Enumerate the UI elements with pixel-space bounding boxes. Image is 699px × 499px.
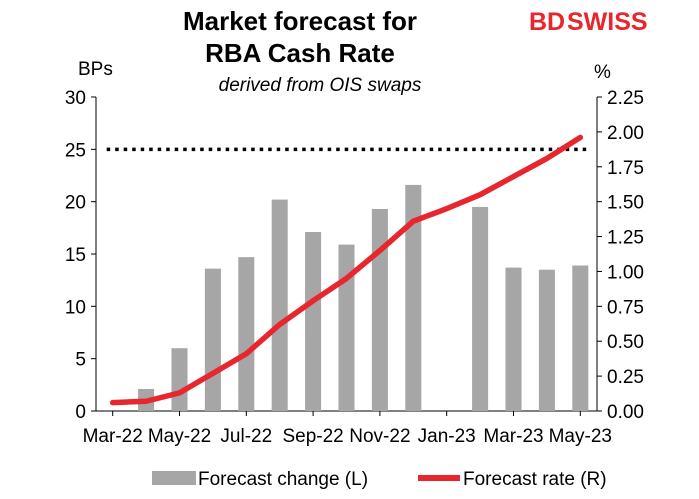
left-tick-label: 10: [65, 297, 86, 318]
right-tick-label: 1.00: [607, 262, 644, 283]
chart-title-line1: Market forecast for: [183, 6, 417, 36]
tick-labels-group: 0 5 10 15 20 25 30 0.00 0.25 0.50 0.75 1.00 1.25 1.50…: [65, 88, 644, 447]
bar-Mar-23: [505, 267, 522, 411]
x-tick-label: Jul-22: [220, 426, 272, 447]
left-tick-label: 30: [65, 88, 86, 109]
bar-Feb-23: [472, 206, 489, 411]
right-tick-label: 2.00: [607, 123, 644, 144]
right-tick-label: 1.25: [607, 228, 644, 249]
bars-group: [138, 184, 589, 411]
chart-title-line2: RBA Cash Rate: [205, 38, 395, 68]
brand-logo: BD SWISS: [529, 8, 648, 36]
right-axis-label: %: [594, 62, 611, 83]
brand-logo-bd: BD: [529, 8, 565, 36]
left-axis-label: BPs: [78, 59, 113, 80]
legend-swatch-forecast-change: [152, 471, 196, 485]
right-tick-label: 0.50: [607, 332, 644, 353]
line-group: [109, 134, 584, 406]
legend-label-forecast-change: Forecast change (L): [198, 469, 368, 490]
right-tick-label: 1.75: [607, 158, 644, 179]
x-tick-label: May-23: [549, 426, 612, 447]
right-tick-label: 2.25: [607, 88, 644, 109]
brand-logo-swiss: SWISS: [567, 8, 648, 36]
x-tick-label: Jan-23: [418, 426, 476, 447]
legend: Forecast change (L) Forecast rate (R): [152, 469, 607, 490]
bar-May-23: [572, 265, 589, 411]
chart-subtitle: derived from OIS swaps: [219, 75, 422, 96]
bar-Apr-23: [538, 269, 555, 411]
left-tick-label: 20: [65, 193, 86, 214]
x-tick-label: May-22: [148, 426, 211, 447]
bar-Dec-22: [405, 184, 422, 411]
bar-Sep-22: [305, 232, 322, 411]
x-tick-label: Nov-22: [349, 426, 410, 447]
left-tick-label: 25: [65, 140, 86, 161]
x-tick-label: Mar-22: [83, 426, 143, 447]
bar-Oct-22: [338, 244, 355, 411]
right-tick-label: 0.75: [607, 297, 644, 318]
bar-Nov-22: [371, 208, 388, 411]
left-tick-label: 5: [75, 350, 86, 371]
bar-Aug-22: [271, 199, 288, 411]
x-tick-label: Mar-23: [483, 426, 543, 447]
right-tick-label: 1.50: [607, 193, 644, 214]
legend-label-forecast-rate: Forecast rate (R): [463, 469, 607, 490]
right-tick-label: 0.25: [607, 367, 644, 388]
left-tick-label: 15: [65, 245, 86, 266]
x-tick-label: Sep-22: [282, 426, 343, 447]
bar-May-22: [171, 348, 188, 411]
left-tick-label: 0: [75, 402, 86, 423]
bar-Jul-22: [238, 257, 255, 411]
right-tick-label: 0.00: [607, 402, 644, 423]
bar-Jun-22: [204, 268, 221, 411]
forecast-rate-line: [109, 134, 584, 406]
